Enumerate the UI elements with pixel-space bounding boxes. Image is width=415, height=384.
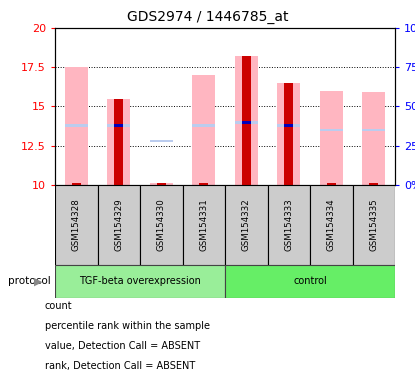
Text: GDS2974 / 1446785_at: GDS2974 / 1446785_at (127, 10, 288, 24)
Text: GSM154328: GSM154328 (72, 199, 81, 252)
Text: protocol: protocol (8, 276, 51, 286)
Bar (327, 183, 336, 185)
Bar (369, 183, 378, 185)
Bar (107, 124, 130, 127)
Bar (114, 124, 123, 127)
Bar (320, 91, 343, 185)
Bar (107, 99, 130, 185)
Bar (65, 124, 88, 127)
Text: TGF-beta overexpression: TGF-beta overexpression (79, 276, 201, 286)
Bar (277, 83, 300, 185)
Bar (140, 185, 183, 265)
Bar (55, 265, 225, 298)
Bar (225, 185, 268, 265)
Text: GSM154335: GSM154335 (369, 199, 378, 252)
Bar (192, 75, 215, 185)
Text: control: control (293, 276, 327, 286)
Bar (55, 185, 98, 265)
Bar (242, 56, 251, 185)
Text: value, Detection Call = ABSENT: value, Detection Call = ABSENT (45, 341, 200, 351)
Text: GSM154329: GSM154329 (114, 199, 123, 251)
Text: ▶: ▶ (34, 276, 43, 286)
Bar (192, 124, 215, 127)
Bar (234, 56, 258, 185)
Bar (284, 83, 293, 185)
Bar (149, 184, 173, 185)
Text: GSM154331: GSM154331 (199, 199, 208, 252)
Bar (277, 124, 300, 127)
Text: GSM154333: GSM154333 (284, 199, 293, 252)
Bar (183, 185, 225, 265)
Text: GSM154332: GSM154332 (242, 199, 251, 252)
Bar (71, 183, 81, 185)
Text: GSM154330: GSM154330 (157, 199, 166, 252)
Text: percentile rank within the sample: percentile rank within the sample (45, 321, 210, 331)
Bar (242, 121, 251, 124)
Text: rank, Detection Call = ABSENT: rank, Detection Call = ABSENT (45, 361, 195, 371)
Text: count: count (45, 301, 73, 311)
Bar (268, 185, 310, 265)
Bar (320, 129, 343, 131)
Bar (225, 265, 395, 298)
Bar (156, 183, 166, 185)
Text: GSM154334: GSM154334 (327, 199, 336, 252)
Bar (149, 140, 173, 142)
Bar (362, 93, 386, 185)
Bar (65, 67, 88, 185)
Bar (98, 185, 140, 265)
Bar (284, 124, 293, 127)
Bar (352, 185, 395, 265)
Bar (362, 129, 386, 131)
Bar (199, 183, 208, 185)
Bar (114, 99, 123, 185)
Bar (234, 121, 258, 124)
Bar (310, 185, 352, 265)
